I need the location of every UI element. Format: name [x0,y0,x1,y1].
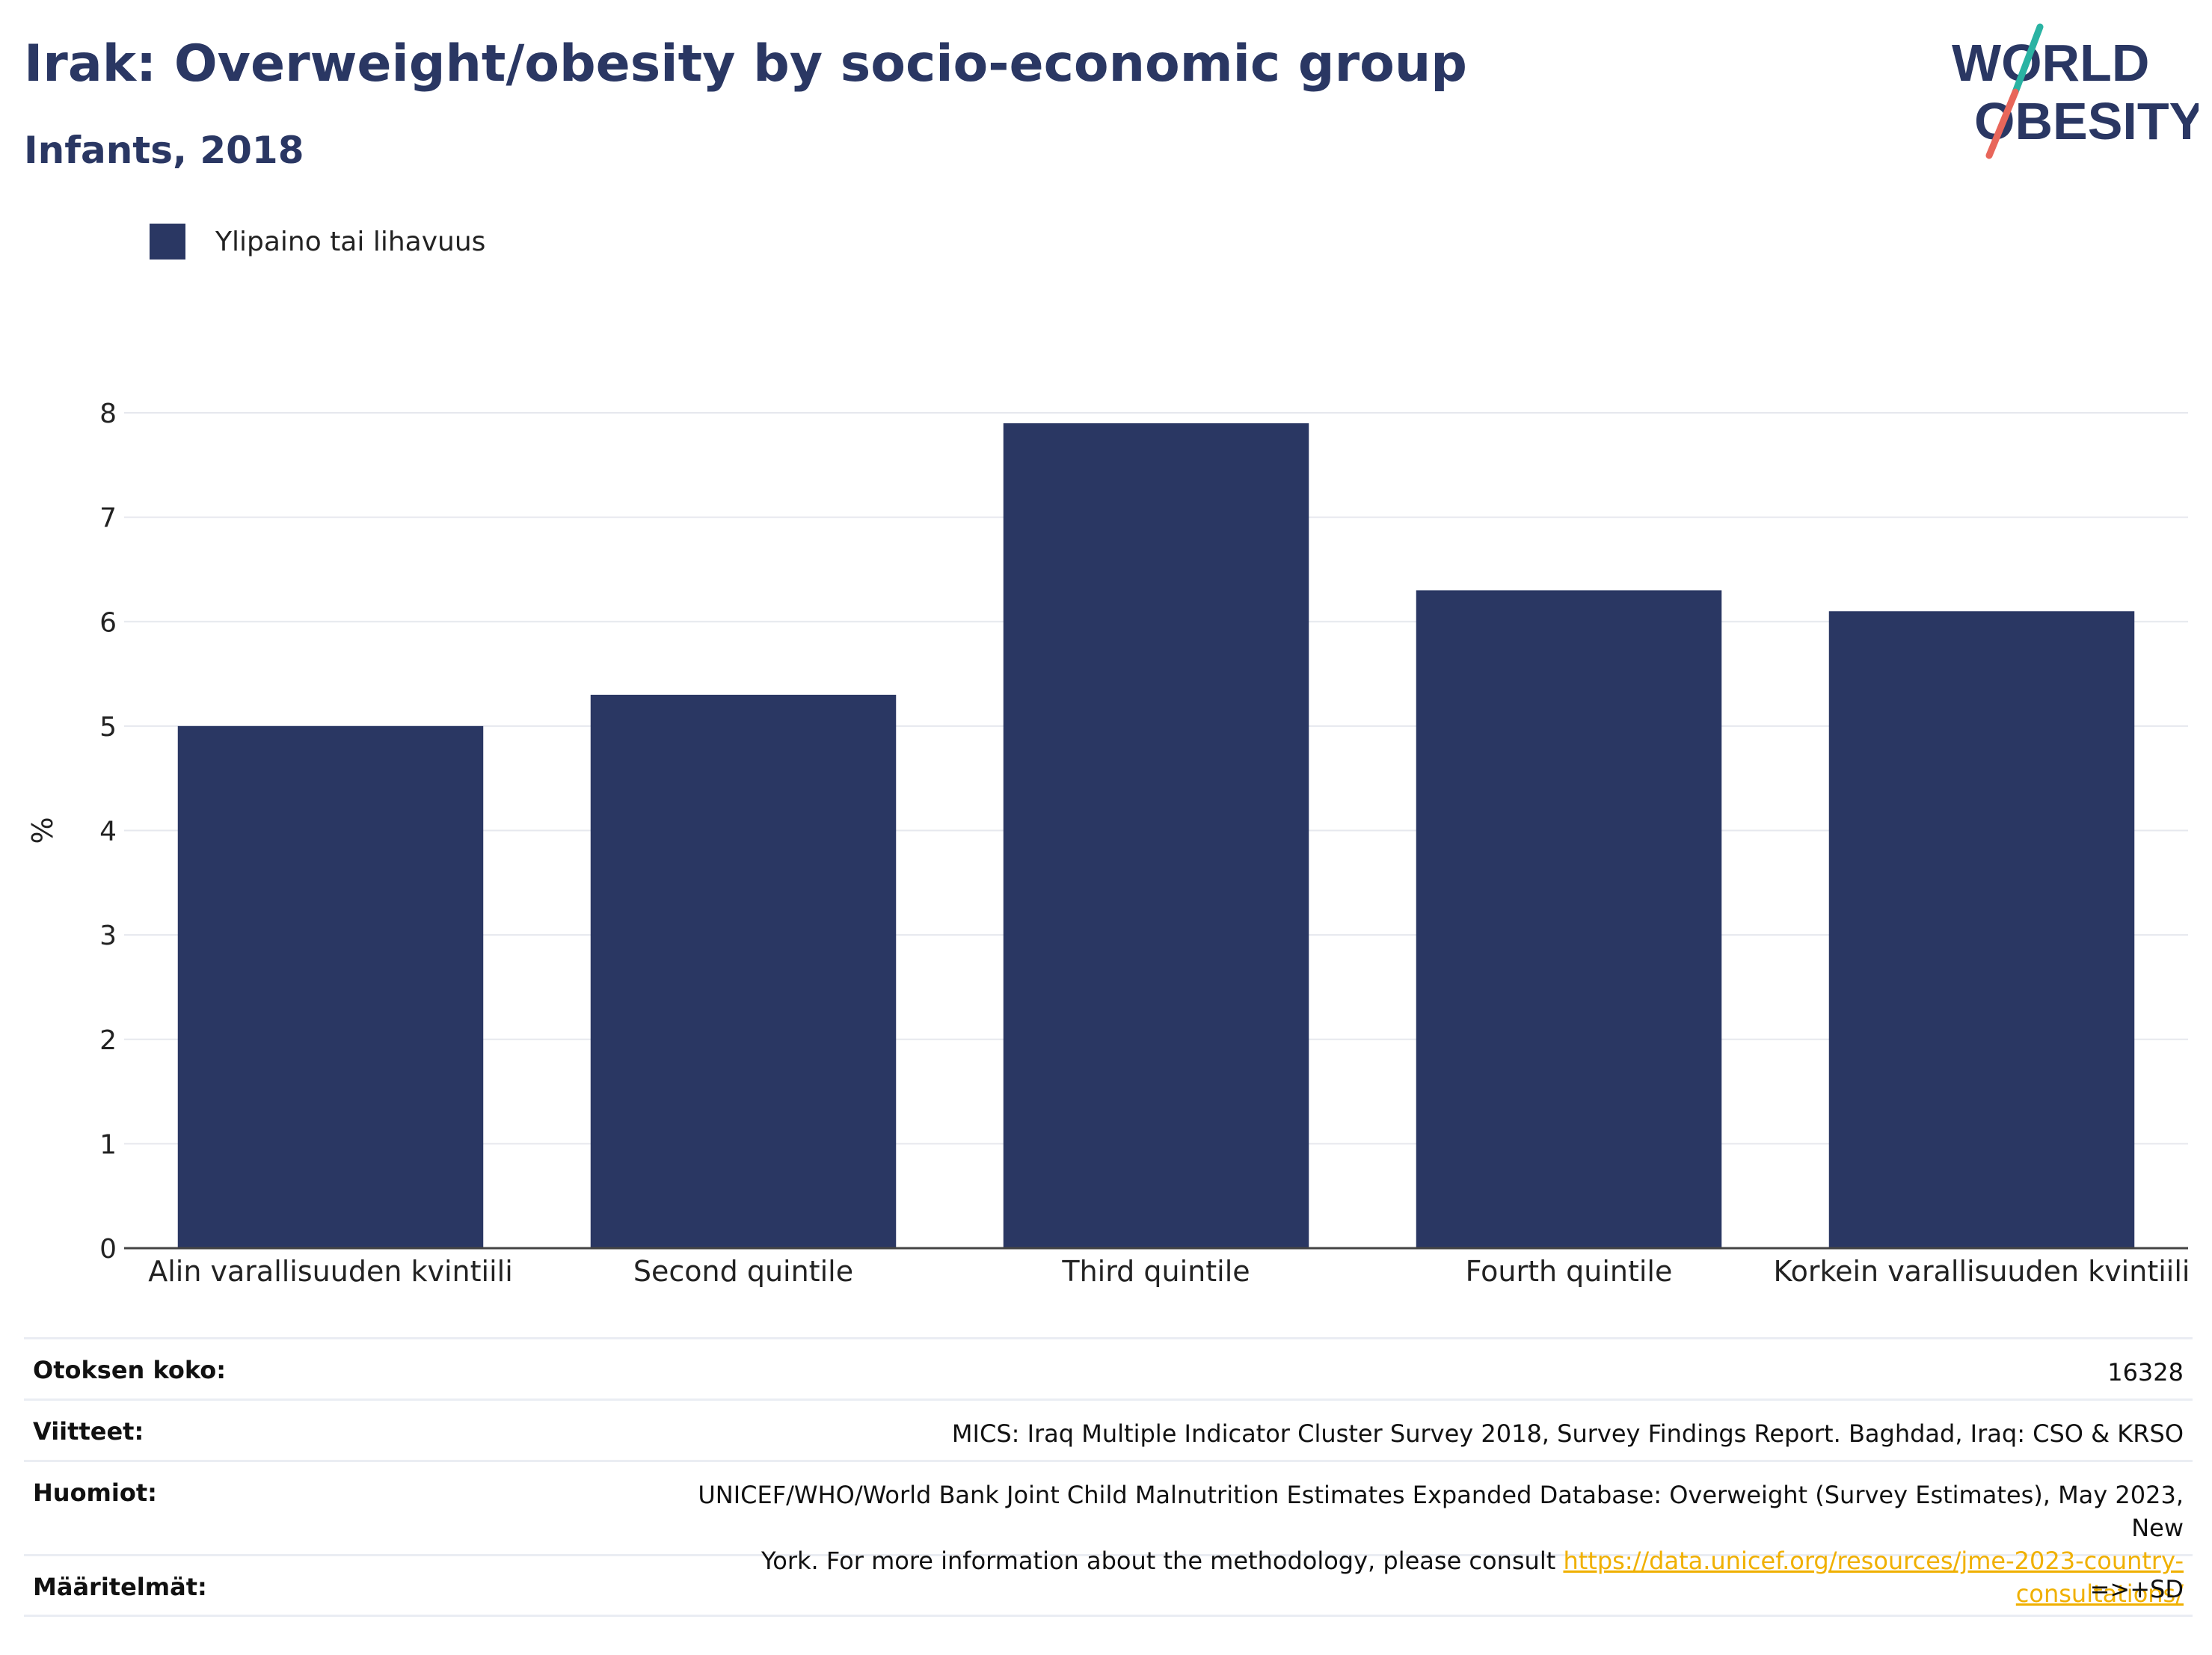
x-tick-label: Second quintile [633,1255,853,1288]
y-tick-label: 7 [99,503,117,534]
y-tick-label: 2 [99,1025,117,1056]
bar[interactable] [1416,590,1722,1248]
x-tick-label: Fourth quintile [1466,1255,1673,1288]
notes-value: UNICEF/WHO/World Bank Joint Child Malnut… [688,1479,2184,1610]
sample-size-value: 16328 [2107,1358,2184,1387]
notes-label: Huomiot: [33,1479,157,1507]
world-obesity-logo: WORLD OBESITY [1952,23,2199,159]
y-tick-label: 8 [99,399,117,429]
bar-chart: 0 1 2 3 4 5 6 7 8 Alin varallisuuden kvintiili Se… [26,399,2190,1288]
metadata-table: Otoksen koko: 16328 Viitteet: MICS: Iraq… [24,1337,2193,1617]
y-tick-label: 5 [99,712,117,743]
legend-label: Ylipaino tai lihavuus [215,226,486,257]
references-value: MICS: Iraq Multiple Indicator Cluster Su… [951,1419,2184,1448]
meta-row-definitions: Määritelmät: =>+SD [24,1554,2193,1617]
meta-row-notes: Huomiot: UNICEF/WHO/World Bank Joint Chi… [24,1460,2193,1608]
logo-slash-top [2012,23,2044,96]
notes-line-2: York. For more information about the met… [761,1547,1564,1575]
y-tick-label: 0 [99,1234,117,1265]
bar[interactable] [1828,611,2135,1248]
meta-row-sample-size: Otoksen koko: 16328 [24,1337,2193,1398]
bar[interactable] [177,725,484,1248]
chart-title: Irak: Overweight/obesity by socio-econom… [24,34,1467,93]
notes-line-1: UNICEF/WHO/World Bank Joint Child Malnut… [698,1481,2184,1542]
methodology-link[interactable]: https://data.unicef.org/resources/jme-20… [1563,1547,2184,1608]
logo-line-2: OBESITY [1974,92,2199,150]
bar[interactable] [590,694,897,1248]
x-axis-ticks: Alin varallisuuden kvintiili Second quint… [148,1255,2190,1288]
logo-slash-bottom [1985,88,2019,159]
sample-size-label: Otoksen koko: [33,1356,227,1384]
y-tick-label: 3 [99,921,117,951]
legend[interactable]: Ylipaino tai lihavuus [150,223,485,260]
y-axis-label: % [26,817,59,844]
logo-line-1: WORLD [1952,34,2149,92]
y-axis-ticks: 0 1 2 3 4 5 6 7 8 [99,399,117,1265]
meta-row-references: Viitteet: MICS: Iraq Multiple Indicator … [24,1398,2193,1460]
x-tick-label: Korkein varallisuuden kvintiili [1774,1255,2190,1288]
bar[interactable] [1003,423,1309,1248]
x-tick-label: Alin varallisuuden kvintiili [148,1255,513,1288]
y-tick-label: 6 [99,607,117,638]
legend-swatch [150,224,185,260]
y-tick-label: 1 [99,1129,117,1160]
definitions-value: =>+SD [2089,1575,2184,1603]
references-label: Viitteet: [33,1417,144,1446]
x-tick-label: Third quintile [1061,1255,1250,1288]
chart-subtitle: Infants, 2018 [24,129,304,172]
definitions-label: Määritelmät: [33,1573,207,1601]
y-tick-label: 4 [99,817,117,847]
bars [177,423,2135,1248]
